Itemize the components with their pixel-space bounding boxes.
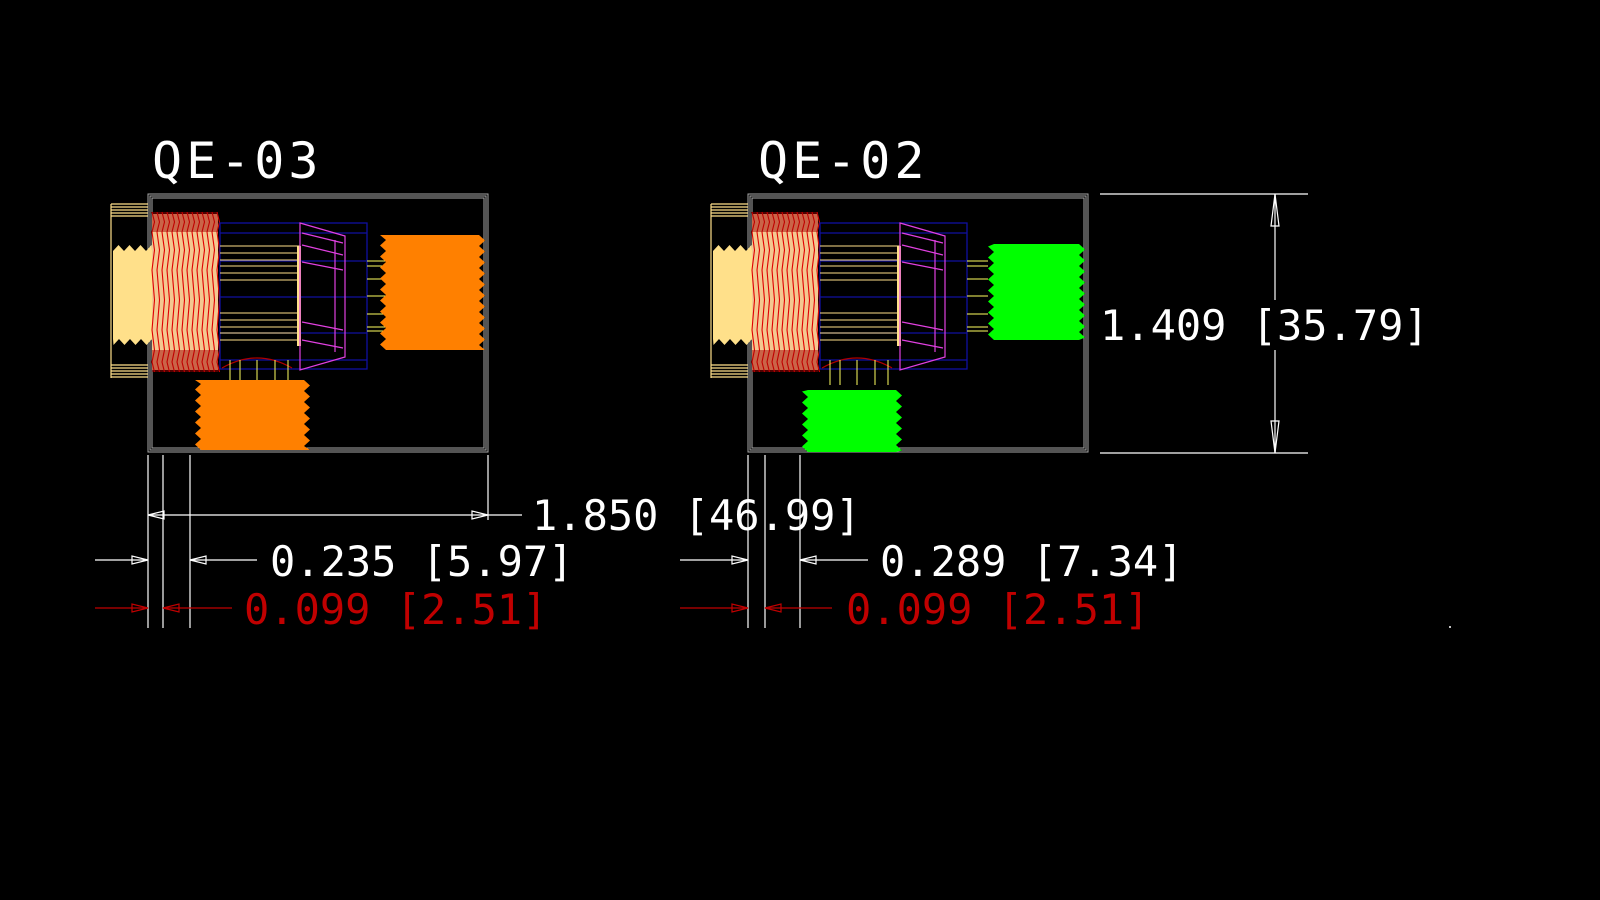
dimension-arrow <box>1270 420 1280 454</box>
cone-line <box>901 261 944 271</box>
cone-line <box>901 244 944 256</box>
dim-wall-qe-03: 0.099 [2.51] <box>244 585 547 634</box>
thread-line <box>216 211 221 373</box>
dim-offset-qe-02: 0.289 [7.34] <box>880 537 1183 586</box>
cone-line <box>301 244 344 256</box>
dim-height: 1.409 [35.79] <box>1100 301 1429 350</box>
dim-overall-length: 1.850 [46.99] <box>532 491 861 540</box>
cone-line <box>301 261 344 271</box>
dim-wall-qe-02: 0.099 [2.51] <box>846 585 1149 634</box>
cone-line <box>901 321 944 331</box>
part-title-qe-03: QE-03 <box>152 132 323 190</box>
stray-point <box>1449 626 1451 628</box>
dimension-arrow <box>799 555 817 565</box>
dimension-arrow <box>147 510 165 520</box>
bore-stop <box>897 246 901 346</box>
thread-shade <box>752 212 818 232</box>
cone-line <box>301 232 344 244</box>
cone-line <box>301 339 344 349</box>
thread-shade <box>152 212 218 232</box>
part-qe-03 <box>110 193 489 453</box>
dimension-arrow <box>731 603 749 613</box>
cap-thread <box>713 245 752 345</box>
thread-line <box>816 211 821 373</box>
cone-outline <box>899 222 946 371</box>
port-dome <box>221 357 293 369</box>
bottom-fitting <box>195 380 310 450</box>
cap-thread <box>113 245 152 345</box>
dimension-arrow <box>131 603 149 613</box>
part-qe-02 <box>710 193 1089 453</box>
dimension-arrow <box>471 510 489 520</box>
dimension-arrow <box>764 603 782 613</box>
thread-shade <box>152 350 218 372</box>
cone-outline <box>299 222 346 371</box>
dimension-arrow <box>731 555 749 565</box>
bore-stop <box>297 246 301 346</box>
dimension-arrow <box>1270 193 1280 227</box>
part-title-qe-02: QE-02 <box>758 132 929 190</box>
cone-line <box>901 232 944 244</box>
dimension-arrow <box>189 555 207 565</box>
port-dome <box>821 357 893 369</box>
dimension-arrow <box>162 603 180 613</box>
dimension-arrow <box>131 555 149 565</box>
dimension-lines <box>95 193 1451 628</box>
cone-line <box>301 321 344 331</box>
thread-shade <box>752 350 818 372</box>
right-fitting <box>380 235 485 350</box>
dim-offset-qe-03: 0.235 [5.97] <box>270 537 573 586</box>
right-fitting <box>988 244 1085 340</box>
bottom-fitting <box>802 390 902 452</box>
cone-line <box>901 339 944 349</box>
